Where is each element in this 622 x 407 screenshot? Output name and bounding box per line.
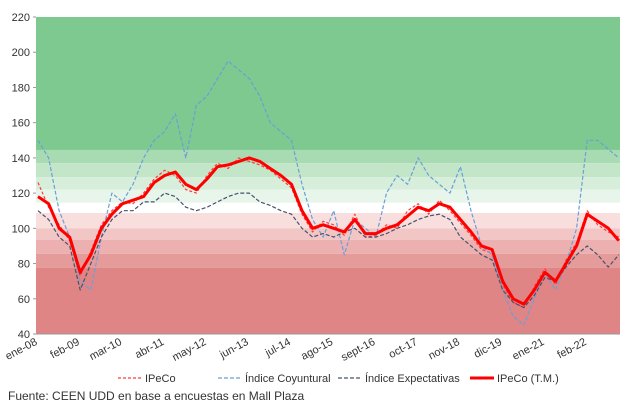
- series-line: [37, 156, 620, 306]
- x-tick-label: feb-22: [555, 336, 588, 361]
- background-band: [36, 202, 620, 214]
- x-tick-label: jul-14: [263, 336, 293, 360]
- x-tick-label: ene-21: [510, 336, 546, 363]
- y-tick-label: 100: [12, 223, 30, 235]
- x-tick-label: mar-10: [87, 336, 123, 363]
- source-note: Fuente: CEEN UDD en base a encuestas en …: [8, 389, 304, 403]
- y-tick-label: 40: [18, 329, 30, 341]
- background-band: [36, 189, 620, 203]
- x-tick-label: may-12: [170, 336, 208, 364]
- background-band: [36, 177, 620, 190]
- background-band: [36, 239, 620, 254]
- legend-label: IPeCo: [145, 373, 176, 385]
- y-tick-label: 180: [12, 82, 30, 94]
- y-tick-label: 200: [12, 47, 30, 59]
- y-tick-label: 60: [18, 294, 30, 306]
- background-band: [36, 213, 620, 229]
- series-line: [37, 192, 620, 309]
- x-tick-label: feb-09: [48, 336, 81, 361]
- x-tick-label: jun-13: [217, 336, 251, 361]
- y-tick-label: 160: [12, 118, 30, 130]
- x-tick-label: abr-11: [133, 336, 166, 361]
- y-tick-label: 80: [18, 259, 30, 271]
- y-tick-label: 220: [12, 12, 30, 24]
- bands: [36, 17, 620, 334]
- legend-label: Índice Coyuntural: [245, 372, 331, 385]
- x-tick-label: dic-19: [472, 336, 504, 361]
- x-tick-label: oct-17: [387, 336, 420, 361]
- y-tick-label: 140: [12, 153, 30, 165]
- background-band: [36, 149, 620, 164]
- background-band: [36, 228, 620, 240]
- background-band: [36, 17, 620, 150]
- background-band: [36, 163, 620, 178]
- legend-label: Índice Expectativas: [365, 372, 460, 385]
- x-tick-label: sept-16: [339, 336, 377, 364]
- y-tick-label: 120: [12, 188, 30, 200]
- background-band: [36, 267, 620, 334]
- series-line: [37, 157, 620, 309]
- x-tick-label: ago-15: [299, 336, 335, 363]
- background-band: [36, 253, 620, 268]
- x-tick-label: nov-18: [426, 336, 461, 362]
- series-line: [37, 60, 620, 326]
- legend-label: IPeCo (T.M.): [497, 373, 559, 385]
